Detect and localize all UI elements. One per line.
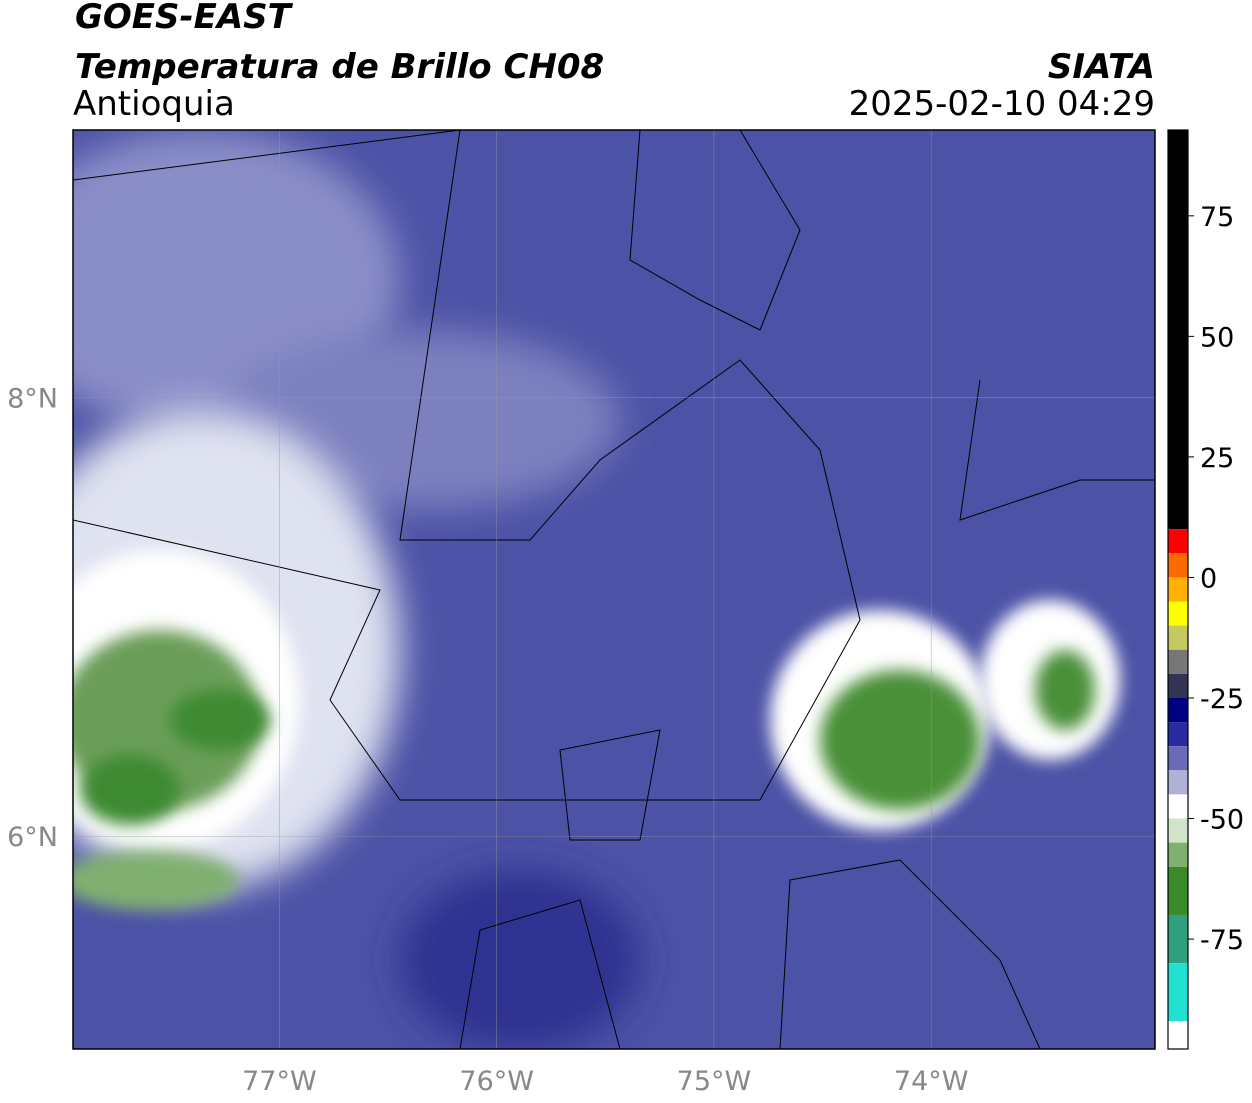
colorbar-band (1168, 866, 1188, 915)
timestamp: 2025-02-10 04:29 (849, 84, 1155, 124)
colorbar-band (1168, 601, 1188, 626)
colorbar-band (1168, 673, 1188, 698)
colorbar-tick-label: 25 (1200, 443, 1234, 474)
colorbar-band (1168, 529, 1188, 554)
satellite-image (73, 130, 1155, 1049)
colorbar-band (1168, 553, 1188, 578)
colorbar-band (1168, 794, 1188, 819)
colorbar-band (1168, 746, 1188, 771)
x-tick-label: 75°W (677, 1066, 752, 1097)
colorbar-tick-label: 0 (1200, 563, 1217, 594)
colorbar-frame (1167, 129, 1189, 1050)
colorbar-tick-label: 75 (1200, 202, 1234, 233)
colorbar-band (1168, 914, 1188, 964)
region: Antioquia (73, 84, 235, 124)
colorbar-band (1168, 1021, 1188, 1049)
colorbar-band (1168, 842, 1188, 867)
x-tick-label: 77°W (242, 1066, 317, 1097)
y-tick-label: 6°N (7, 822, 58, 853)
colorbar-band (1168, 722, 1188, 747)
colorbar-band (1168, 963, 1188, 1022)
subtitle: Temperatura de Brillo CH08 (75, 47, 604, 87)
colorbar-band (1168, 818, 1188, 843)
colorbar-tick-label: -50 (1200, 805, 1244, 836)
y-tick-label: 8°N (7, 384, 58, 415)
colorbar-band (1168, 577, 1188, 602)
colorbar-tick-label: -25 (1200, 684, 1244, 715)
source: SIATA (1048, 47, 1155, 87)
colorbar-tick-label: -75 (1200, 925, 1244, 956)
colorbar-band (1168, 130, 1188, 530)
colorbar-band (1168, 770, 1188, 795)
map-frame (72, 129, 1156, 1050)
x-tick-label: 74°W (894, 1066, 969, 1097)
colorbar-band (1168, 697, 1188, 723)
colorbar-band (1168, 649, 1188, 674)
colorbar-tick-label: 50 (1200, 322, 1234, 353)
colorbar-band (1168, 625, 1188, 650)
x-tick-label: 76°W (459, 1066, 534, 1097)
title: GOES-EAST (75, 0, 294, 37)
